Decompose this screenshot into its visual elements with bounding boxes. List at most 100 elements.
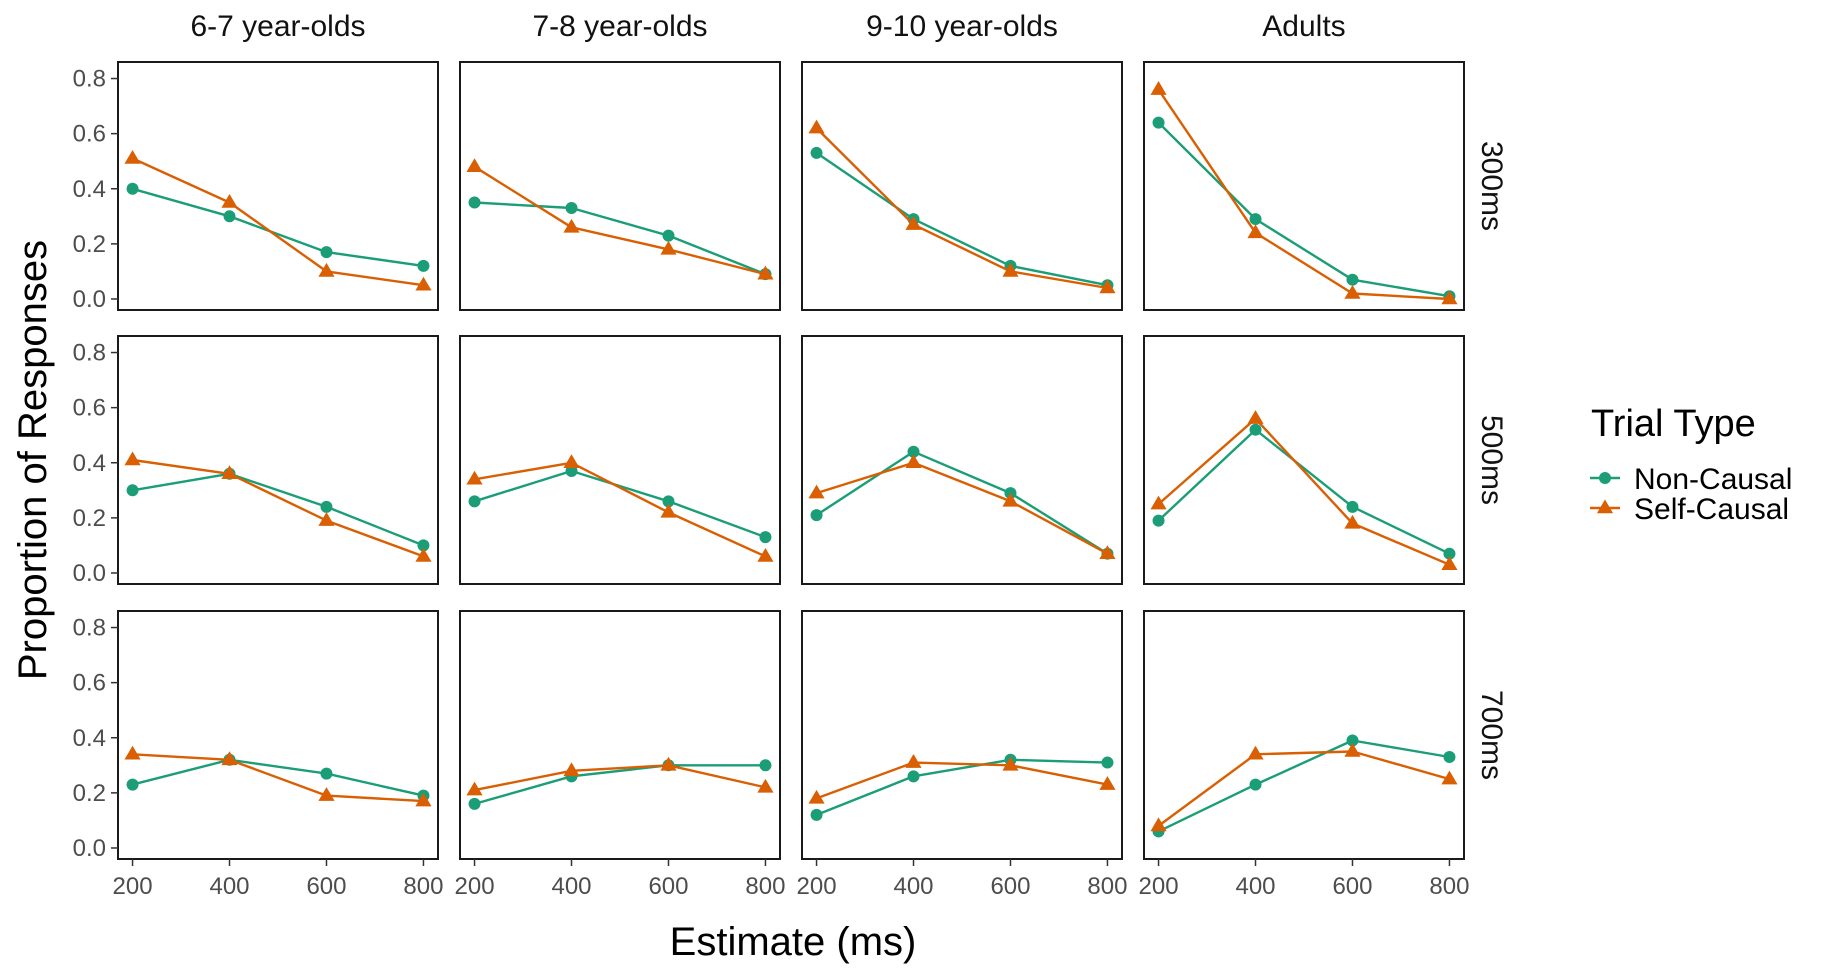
data-point-self-causal — [757, 547, 774, 562]
panel-frame — [801, 335, 1123, 585]
panel-700ms-7-8-year-olds: 200 400 600 800 — [455, 610, 785, 900]
y-tick-label: 0.4 — [73, 725, 106, 752]
panel-frame — [1143, 61, 1465, 311]
panel-500ms-9-10-year-olds — [801, 335, 1123, 585]
data-point-non-causal — [1443, 547, 1456, 560]
data-point-self-causal — [415, 276, 432, 291]
series-line-self-causal — [1157, 417, 1450, 566]
series-line-self-causal — [474, 461, 766, 558]
data-point-self-causal — [563, 218, 580, 233]
data-point-non-causal — [417, 259, 430, 272]
panel-500ms-6-7-year-olds: 0.0 0.2 0.4 0.6 0.8 — [73, 335, 439, 587]
data-point-self-causal — [905, 754, 922, 768]
series-line-non-causal — [816, 758, 1108, 817]
data-point-non-causal — [810, 146, 823, 159]
data-point-self-causal — [415, 547, 432, 562]
series-line-self-causal — [132, 458, 424, 558]
data-point-non-causal — [1249, 423, 1262, 436]
data-point-non-causal — [810, 509, 823, 522]
panel-700ms-9-10-year-olds: 200 400 600 800 — [797, 610, 1127, 900]
x-tick-label: 800 — [745, 873, 785, 900]
panel-300ms-6-7-year-olds: 0.0 0.2 0.4 0.6 0.8 — [73, 61, 439, 313]
panel-frame — [459, 610, 781, 860]
y-tick-label: 0.8 — [73, 340, 106, 367]
data-point-self-causal — [318, 787, 335, 801]
column-title-6-7-year-olds: 6-7 year-olds — [190, 10, 365, 43]
data-point-self-causal — [905, 216, 922, 230]
x-tick-label: 800 — [1087, 873, 1127, 900]
row-label-500ms: 500ms — [1475, 415, 1508, 505]
data-point-self-causal — [124, 451, 141, 466]
x-tick-label: 600 — [1332, 873, 1372, 900]
legend-key-marker — [1599, 472, 1611, 484]
data-point-non-causal — [1152, 116, 1165, 129]
data-point-self-causal — [124, 745, 141, 760]
y-tick-label: 0.0 — [73, 560, 106, 587]
panel-300ms-9-10-year-olds — [801, 61, 1123, 311]
x-tick-label: 800 — [403, 873, 443, 900]
data-point-non-causal — [662, 229, 675, 242]
panel-frame — [117, 610, 439, 860]
legend-label: Non-Causal — [1634, 463, 1792, 496]
panel-frame — [1143, 610, 1465, 860]
y-tick-label: 0.2 — [73, 231, 106, 258]
data-point-non-causal — [223, 210, 236, 223]
panel-frame — [117, 335, 439, 585]
panel-500ms-adults — [1143, 335, 1465, 585]
y-tick-label: 0.4 — [73, 450, 106, 477]
row-label-300ms: 300ms — [1475, 141, 1508, 231]
data-point-non-causal — [320, 767, 333, 780]
x-tick-label: 200 — [113, 873, 153, 900]
data-point-non-causal — [320, 246, 333, 259]
y-tick-label: 0.2 — [73, 780, 106, 807]
data-point-self-causal — [221, 194, 238, 208]
data-point-self-causal — [660, 503, 677, 518]
data-point-self-causal — [415, 792, 432, 807]
data-point-non-causal — [1346, 273, 1359, 286]
series-line-self-causal — [816, 461, 1109, 555]
data-point-non-causal — [320, 500, 333, 513]
x-tick-label: 200 — [455, 873, 495, 900]
data-point-non-causal — [126, 778, 139, 791]
y-tick-label: 0.0 — [73, 835, 106, 862]
data-point-self-causal — [1099, 279, 1116, 294]
data-point-self-causal — [1247, 224, 1264, 239]
y-tick-label: 0.6 — [73, 395, 106, 422]
panel-700ms-adults: 200 400 600 800 — [1139, 610, 1469, 900]
y-tick-label: 0.4 — [73, 176, 106, 203]
y-tick-label: 0.8 — [73, 615, 106, 642]
series-line-self-causal — [815, 127, 1108, 290]
column-title-7-8-year-olds: 7-8 year-olds — [532, 10, 707, 43]
data-point-self-causal — [466, 470, 483, 485]
series-line-non-causal — [132, 758, 424, 797]
panel-frame — [801, 61, 1123, 311]
series-line-non-causal — [1157, 739, 1450, 833]
x-tick-label: 800 — [1429, 873, 1469, 900]
data-point-non-causal — [468, 495, 481, 508]
data-point-self-causal — [1441, 770, 1458, 785]
data-point-self-causal — [808, 119, 825, 134]
x-tick-label: 600 — [648, 873, 688, 900]
data-point-self-causal — [1099, 545, 1116, 559]
data-point-non-causal — [565, 202, 578, 215]
data-point-non-causal — [759, 531, 772, 544]
data-point-self-causal — [1344, 743, 1361, 757]
data-point-self-causal — [757, 778, 774, 793]
panel-frame — [117, 61, 439, 311]
x-tick-label: 200 — [1139, 873, 1179, 900]
series-line-self-causal — [1157, 88, 1450, 301]
series-line-self-causal — [1157, 750, 1450, 827]
series-line-non-causal — [132, 187, 424, 268]
panels-layer: 6-7 year-olds 7-8 year-olds 9-10 year-olds… — [73, 10, 1508, 900]
data-point-non-causal — [1346, 500, 1359, 513]
series-line-non-causal — [815, 450, 1109, 555]
x-tick-label: 400 — [893, 873, 933, 900]
y-tick-label: 0.6 — [73, 670, 106, 697]
data-point-non-causal — [126, 484, 139, 497]
x-tick-label: 400 — [1235, 873, 1275, 900]
data-point-self-causal — [1002, 262, 1019, 277]
data-point-non-causal — [1101, 756, 1114, 769]
